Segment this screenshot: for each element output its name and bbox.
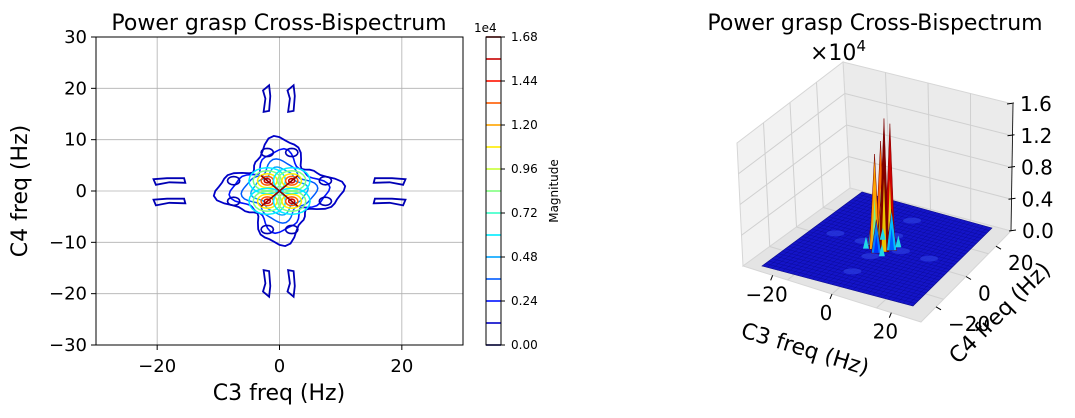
surface-ridge bbox=[843, 268, 861, 274]
colorbar-tick-label: 0.24 bbox=[511, 294, 538, 308]
colorbar-tick-label: 1.20 bbox=[511, 118, 538, 132]
contour-title: Power grasp Cross-Bispectrum bbox=[111, 11, 446, 36]
contour-x-ticks: −20 0 20 bbox=[138, 345, 413, 377]
x-tick-label: 20 bbox=[390, 356, 413, 377]
contour-lobe-vertical bbox=[263, 85, 270, 112]
colorbar-tick-label: 0.72 bbox=[511, 206, 538, 220]
y3d-tick-mark bbox=[936, 307, 941, 310]
surface-ridge bbox=[903, 218, 921, 224]
x3d-tick-mark bbox=[830, 294, 832, 299]
colorbar-ticks: 0.00 0.24 0.48 0.72 0.96 1.20 1.44 1.68 bbox=[501, 30, 538, 352]
y3d-tick-mark bbox=[966, 277, 971, 280]
y-tick-label: 20 bbox=[64, 78, 87, 99]
colorbar-tick-label: 1.68 bbox=[511, 30, 538, 44]
y3d-tick-mark bbox=[996, 246, 1001, 249]
colorbar-tick-label: 1.44 bbox=[511, 74, 538, 88]
y-tick-label: −20 bbox=[49, 284, 87, 305]
x3d-tick-mark bbox=[889, 313, 891, 318]
x-tick-label: −20 bbox=[138, 356, 176, 377]
surface-offset-text: ×104 bbox=[810, 37, 866, 66]
z-tick-label: 0.4 bbox=[1022, 187, 1054, 211]
colorbar-tick-label: 0.96 bbox=[511, 162, 538, 176]
y3d-tick-label: 0 bbox=[978, 282, 991, 306]
z-tick-label: 0.8 bbox=[1021, 156, 1053, 180]
surface-title: Power grasp Cross-Bispectrum bbox=[707, 11, 1042, 36]
y-tick-label: 10 bbox=[64, 130, 87, 151]
y-tick-label: −30 bbox=[49, 335, 87, 356]
z-tick-label: 1.2 bbox=[1021, 124, 1053, 148]
colorbar-label: Magnitude bbox=[547, 159, 561, 223]
surface-ridge bbox=[861, 253, 879, 259]
contour-x-label: C3 freq (Hz) bbox=[213, 381, 345, 406]
contour-lobe-vertical bbox=[288, 270, 295, 297]
colorbar: 1e4 0.00 0.24 0.48 0.72 0.96 1.20 1.44 1.68 Mag… bbox=[474, 21, 561, 352]
contour-lobe-horizontal bbox=[154, 199, 186, 206]
z-tick-label: 1.6 bbox=[1020, 92, 1052, 116]
colorbar-tick-label: 0.00 bbox=[511, 338, 538, 352]
contour-y-label: C4 freq (Hz) bbox=[8, 125, 33, 257]
x3d-tick-label: 20 bbox=[873, 320, 898, 344]
colorbar-levels bbox=[486, 37, 501, 345]
surface-ridge bbox=[826, 230, 844, 236]
x3d-tick-mark bbox=[771, 275, 773, 280]
y-tick-label: 0 bbox=[76, 181, 87, 202]
colorbar-offset-text: 1e4 bbox=[474, 21, 497, 35]
y-tick-label: 30 bbox=[64, 27, 87, 48]
surface-ridge bbox=[920, 256, 938, 262]
contour-y-ticks: 30 20 10 0 −10 −20 −30 bbox=[49, 27, 96, 356]
surface-chart: Power grasp Cross-Bispectrum ×104 0.0 0.4… bbox=[707, 11, 1056, 381]
contour-lobe-horizontal bbox=[374, 199, 406, 206]
z-tick-label: 0.0 bbox=[1022, 219, 1054, 243]
contour-lobe-vertical bbox=[288, 85, 295, 112]
x-tick-label: 0 bbox=[274, 356, 285, 377]
colorbar-tick-label: 0.48 bbox=[511, 250, 538, 264]
contour-lobe-horizontal bbox=[154, 178, 186, 185]
surface-x-label: C3 freq (Hz) bbox=[738, 318, 872, 381]
y-tick-label: −10 bbox=[49, 232, 87, 253]
contour-lobe-horizontal bbox=[374, 178, 406, 185]
x3d-tick-label: −20 bbox=[746, 282, 788, 306]
x3d-tick-label: 0 bbox=[820, 301, 833, 325]
contour-chart: Power grasp Cross-Bispectrum −20 0 20 30 20… bbox=[8, 11, 463, 406]
surface-z-ticks: 0.0 0.4 0.8 1.2 1.6 bbox=[1007, 92, 1054, 243]
contour-lobe-vertical bbox=[263, 270, 270, 297]
